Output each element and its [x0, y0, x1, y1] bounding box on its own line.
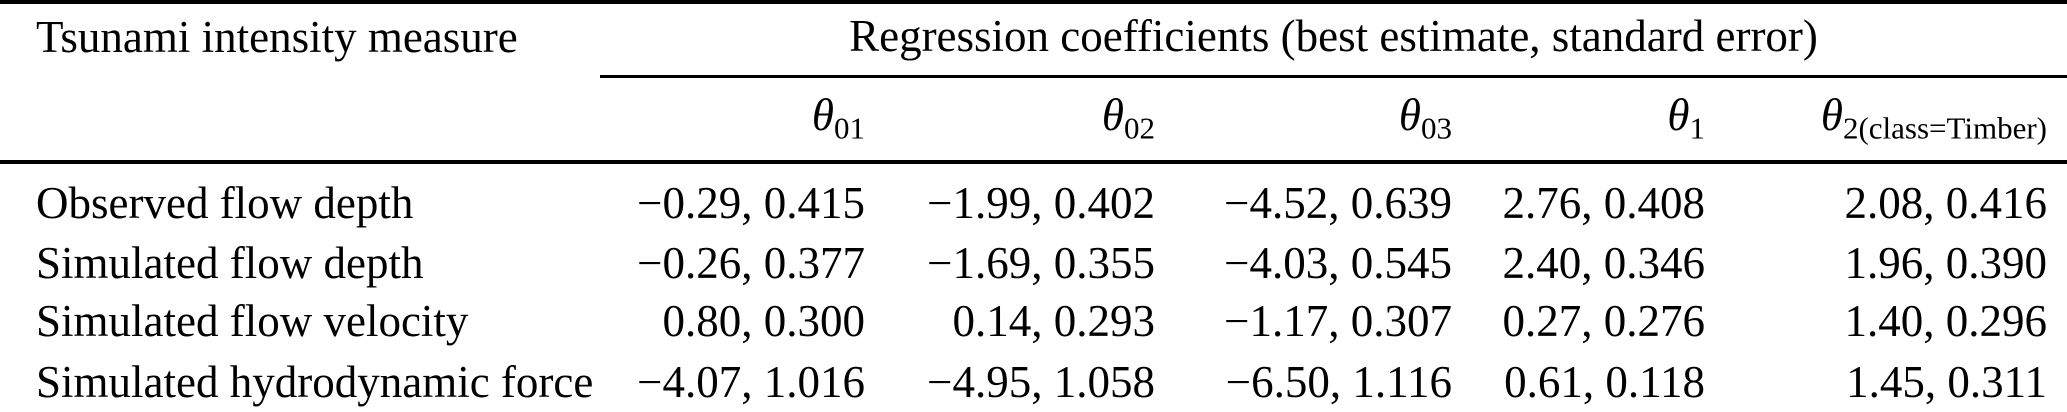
- row-label: Observed flow depth: [36, 177, 414, 228]
- value-cell: 0.14, 0.293: [952, 295, 1156, 346]
- header-row-thetas: θ01 θ02 θ03 θ1 θ2(class=Timber): [0, 76, 2067, 164]
- column-header-theta-01: θ01: [600, 76, 865, 164]
- table-row-simulated-flow-depth: Simulated flow depth −0.26, 0.377 −1.69,…: [0, 234, 2067, 292]
- theta-symbol: θ: [1667, 90, 1690, 141]
- value-cell: −0.29, 0.415: [637, 177, 865, 228]
- column-header-theta-03: θ03: [1155, 76, 1452, 164]
- theta-symbol: θ: [1101, 90, 1124, 141]
- theta-subscript: 02: [1124, 111, 1155, 146]
- value-cell: 2.76, 0.408: [1502, 177, 1706, 228]
- value-cell: 0.27, 0.276: [1502, 295, 1706, 346]
- value-cell: −1.17, 0.307: [1224, 295, 1452, 346]
- theta-symbol: θ: [811, 90, 834, 141]
- value-cell: 0.80, 0.300: [662, 295, 866, 346]
- column-header-tsunami-intensity-measure: Tsunami intensity measure: [36, 11, 518, 62]
- value-cell: −6.50, 1.116: [1225, 356, 1452, 407]
- header-row-group: Tsunami intensity measure Regression coe…: [0, 2, 2067, 78]
- table-row-observed-flow-depth: Observed flow depth −0.29, 0.415 −1.99, …: [0, 162, 2067, 234]
- row-label: Simulated hydrodynamic force: [36, 356, 594, 407]
- theta-subscript: 2(class=Timber): [1842, 111, 2047, 146]
- value-cell: 1.96, 0.390: [1844, 237, 2048, 288]
- value-cell: −4.52, 0.639: [1224, 177, 1452, 228]
- value-cell: 0.61, 0.118: [1504, 356, 1705, 407]
- table-row-simulated-hydrodynamic-force: Simulated hydrodynamic force −4.07, 1.01…: [0, 350, 2067, 412]
- value-cell: −4.95, 1.058: [927, 356, 1155, 407]
- column-header-theta-2-class-timber: θ2(class=Timber): [1705, 76, 2067, 164]
- value-cell: 2.40, 0.346: [1502, 237, 1706, 288]
- blank-header-cell: [0, 76, 600, 164]
- theta-symbol: θ: [1398, 90, 1421, 141]
- column-header-theta-1: θ1: [1452, 76, 1706, 164]
- value-cell: 1.40, 0.296: [1844, 295, 2048, 346]
- table-row-simulated-flow-velocity: Simulated flow velocity 0.80, 0.300 0.14…: [0, 292, 2067, 350]
- value-cell: −4.03, 0.545: [1224, 237, 1452, 288]
- row-label: Simulated flow depth: [36, 237, 424, 288]
- value-cell: 2.08, 0.416: [1844, 177, 2048, 228]
- column-header-theta-02: θ02: [865, 76, 1155, 164]
- row-label: Simulated flow velocity: [36, 295, 469, 346]
- value-cell: −1.99, 0.402: [927, 177, 1155, 228]
- value-cell: −0.26, 0.377: [637, 237, 865, 288]
- value-cell: 1.45, 0.311: [1846, 356, 2047, 407]
- value-cell: −1.69, 0.355: [927, 237, 1155, 288]
- value-cell: −4.07, 1.016: [637, 356, 865, 407]
- theta-symbol: θ: [1820, 90, 1843, 141]
- theta-subscript: 1: [1689, 111, 1706, 146]
- theta-subscript: 03: [1421, 111, 1452, 146]
- column-group-header-regression-coefficients: Regression coefficients (best estimate, …: [600, 2, 2067, 78]
- theta-subscript: 01: [834, 111, 865, 146]
